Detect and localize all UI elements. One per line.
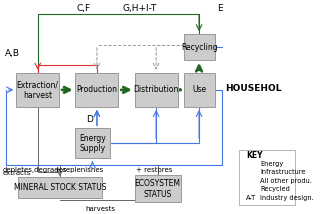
Text: Energy: Energy	[260, 161, 284, 167]
Text: C,F: C,F	[77, 4, 91, 13]
FancyBboxPatch shape	[184, 73, 215, 107]
FancyBboxPatch shape	[135, 73, 178, 107]
Text: Extraction/
harvest: Extraction/ harvest	[17, 80, 59, 100]
Text: extracts: extracts	[3, 170, 31, 176]
FancyBboxPatch shape	[184, 34, 215, 60]
Text: Recycled: Recycled	[260, 186, 290, 192]
Text: Production: Production	[76, 85, 117, 94]
Text: Use: Use	[192, 85, 206, 94]
Text: harvests: harvests	[86, 206, 116, 212]
Text: + replenishes: + replenishes	[55, 167, 103, 173]
Text: D: D	[86, 115, 93, 124]
FancyBboxPatch shape	[76, 128, 109, 158]
Text: Industry design.: Industry design.	[260, 195, 314, 201]
Text: ECOSYSTEM
STATUS: ECOSYSTEM STATUS	[135, 179, 180, 199]
FancyBboxPatch shape	[239, 150, 295, 205]
Text: Distribution: Distribution	[133, 85, 179, 94]
FancyBboxPatch shape	[16, 73, 59, 107]
Text: Infrastructure: Infrastructure	[260, 169, 306, 175]
FancyBboxPatch shape	[76, 73, 118, 107]
Text: MINERAL STOCK STATUS: MINERAL STOCK STATUS	[14, 183, 106, 192]
Text: Recycling: Recycling	[181, 43, 217, 52]
Text: Energy
Supply: Energy Supply	[79, 134, 106, 153]
Text: HOUSEHOL: HOUSEHOL	[225, 84, 282, 93]
Text: + restores: + restores	[136, 167, 172, 173]
Text: A-T: A-T	[246, 195, 257, 201]
Text: G,H+I-T: G,H+I-T	[123, 4, 157, 13]
Text: KEY: KEY	[246, 151, 263, 160]
Text: depletes,degrades: depletes,degrades	[3, 167, 68, 173]
Text: E: E	[218, 4, 223, 13]
Text: All other produ.: All other produ.	[260, 178, 312, 184]
FancyBboxPatch shape	[18, 177, 102, 198]
FancyBboxPatch shape	[135, 175, 180, 202]
Text: A,B: A,B	[4, 49, 20, 58]
